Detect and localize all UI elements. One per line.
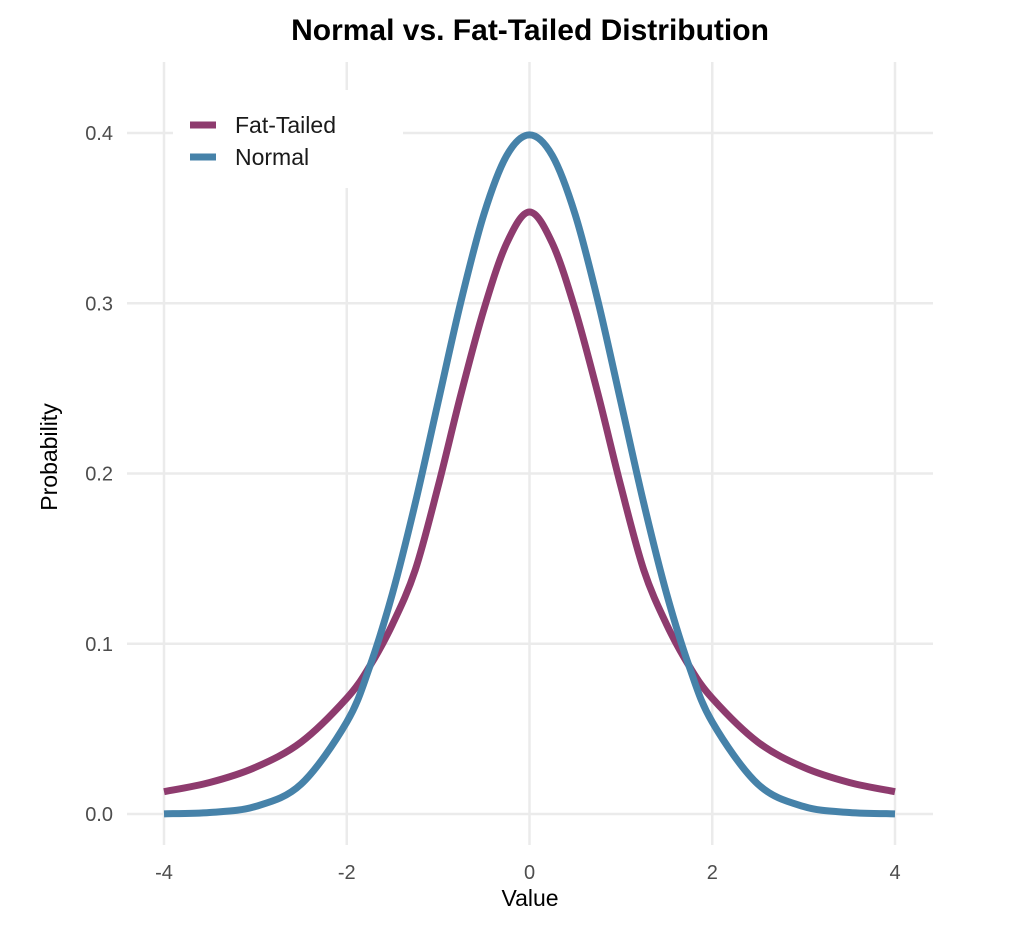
y-tick-label: 0.3 <box>85 293 113 315</box>
legend-label-fat-tailed: Fat-Tailed <box>235 112 336 138</box>
chart-title: Normal vs. Fat-Tailed Distribution <box>291 14 769 47</box>
y-tick-label: 0.2 <box>85 464 113 486</box>
y-tick-label: 0.1 <box>85 634 113 656</box>
x-tick-label: -2 <box>338 862 356 884</box>
x-tick-label: 4 <box>889 862 900 884</box>
x-tick-label: 2 <box>707 862 718 884</box>
y-tick-label: 0.0 <box>85 804 113 826</box>
legend: Fat-Tailed Normal <box>173 90 403 188</box>
x-axis-ticks: -4 -2 0 2 4 <box>155 862 900 884</box>
y-tick-label: 0.4 <box>85 123 113 145</box>
legend-label-normal: Normal <box>235 144 309 170</box>
x-tick-label: 0 <box>524 862 535 884</box>
x-axis-label: Value <box>501 885 558 911</box>
grid <box>127 62 933 845</box>
series-line-normal <box>163 131 896 818</box>
y-axis-ticks: 0.0 0.1 0.2 0.3 0.4 <box>85 123 113 826</box>
series-line-fat-tailed <box>163 208 896 796</box>
legend-background <box>173 90 403 188</box>
y-axis-label: Probability <box>36 403 62 511</box>
x-tick-label: -4 <box>155 862 173 884</box>
series-layer <box>163 131 896 818</box>
